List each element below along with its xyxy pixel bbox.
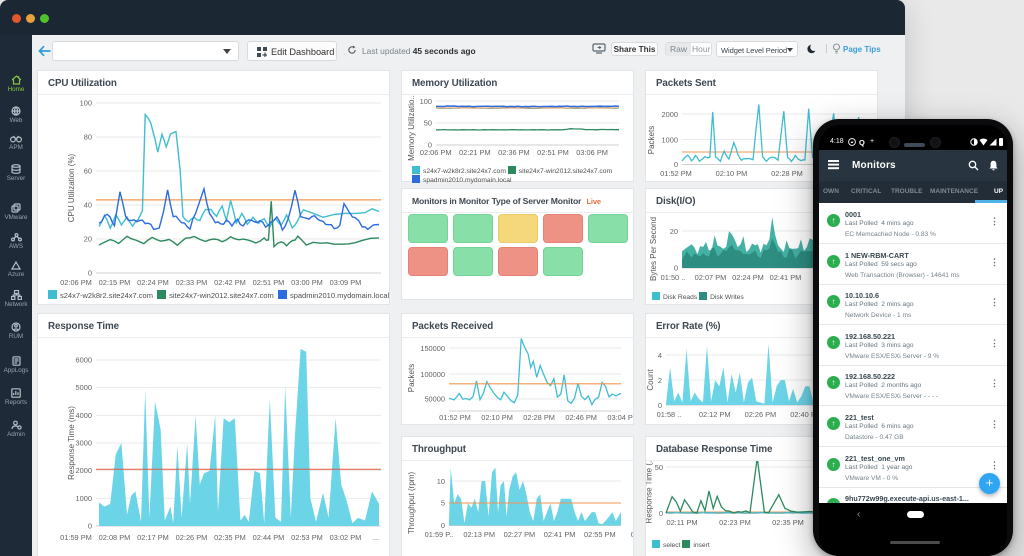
svg-text:02:35 PM: 02:35 PM	[214, 533, 246, 542]
svg-text:2000: 2000	[662, 110, 678, 119]
svg-text:02:53 PM: 02:53 PM	[291, 533, 323, 542]
svg-text:100000: 100000	[420, 370, 445, 379]
svg-text:01:52 PM: 01:52 PM	[660, 169, 692, 178]
svg-text:0: 0	[674, 160, 678, 169]
svg-text:03:04 PM: 03:04 PM	[607, 413, 633, 422]
svg-text:02:33 PM: 02:33 PM	[176, 278, 208, 287]
svg-text:01:58 ..: 01:58 ..	[657, 410, 682, 419]
svg-text:1000: 1000	[76, 494, 92, 503]
svg-text:10: 10	[437, 477, 445, 486]
svg-text:01:50 ..: 01:50 ..	[661, 273, 686, 282]
svg-text:Bytes Per Second: Bytes Per Second	[649, 217, 658, 281]
svg-text:02:26 PM: 02:26 PM	[745, 410, 777, 419]
svg-text:20: 20	[84, 235, 92, 244]
svg-text:02:27 PM: 02:27 PM	[504, 530, 536, 539]
svg-text:02:46 PM: 02:46 PM	[565, 413, 597, 422]
svg-text:0: 0	[441, 521, 445, 530]
svg-text:Response Time (ms): Response Time (ms)	[67, 406, 76, 480]
svg-text:0: 0	[88, 269, 92, 278]
svg-text:6000: 6000	[76, 355, 92, 364]
svg-text:50: 50	[424, 119, 432, 128]
svg-text:Packets: Packets	[647, 126, 656, 154]
svg-text:02:17 PM: 02:17 PM	[137, 533, 169, 542]
svg-text:02:24 PM: 02:24 PM	[732, 273, 764, 282]
svg-text:0: 0	[428, 141, 432, 150]
svg-text:2: 2	[658, 376, 662, 385]
svg-text:0: 0	[659, 509, 663, 518]
svg-text:02:55 PM: 02:55 PM	[584, 530, 616, 539]
svg-text:02:40 PM: 02:40 PM	[790, 410, 822, 419]
svg-text:02:12 PM: 02:12 PM	[699, 410, 731, 419]
svg-text:0: 0	[88, 522, 92, 531]
svg-text:02:06 PM: 02:06 PM	[420, 148, 452, 157]
svg-text:0: 0	[674, 264, 678, 273]
svg-text:...: ...	[373, 533, 379, 542]
svg-text:03:02 PM: 03:02 PM	[330, 533, 362, 542]
svg-text:02:44 PM: 02:44 PM	[253, 533, 285, 542]
svg-text:50000: 50000	[424, 395, 445, 404]
svg-text:40: 40	[84, 201, 92, 210]
svg-text:02:51 PM: 02:51 PM	[537, 148, 569, 157]
svg-text:Packets: Packets	[407, 364, 416, 392]
svg-text:02:36 PM: 02:36 PM	[498, 148, 530, 157]
svg-text:02:21 PM: 02:21 PM	[459, 148, 491, 157]
svg-text:1000: 1000	[662, 136, 678, 145]
svg-text:60: 60	[84, 167, 92, 176]
svg-text:03:00 PM: 03:00 PM	[291, 278, 323, 287]
svg-text:02:15 PM: 02:15 PM	[99, 278, 131, 287]
svg-text:4000: 4000	[76, 411, 92, 420]
svg-text:02:28 PM: 02:28 PM	[523, 413, 555, 422]
svg-text:80: 80	[84, 133, 92, 142]
svg-text:02:42 PM: 02:42 PM	[214, 278, 246, 287]
svg-text:02:35 PM: 02:35 PM	[772, 518, 804, 527]
svg-text:02:13 PM: 02:13 PM	[463, 530, 495, 539]
svg-text:5: 5	[441, 499, 445, 508]
svg-text:100: 100	[80, 99, 92, 108]
svg-text:02:24 PM: 02:24 PM	[137, 278, 169, 287]
svg-text:Count: Count	[646, 369, 655, 391]
svg-text:Response Time (..: Response Time (..	[646, 461, 654, 523]
svg-text:150000: 150000	[420, 344, 445, 353]
svg-text:02:06 PM: 02:06 PM	[60, 278, 92, 287]
svg-text:5000: 5000	[76, 383, 92, 392]
svg-text:02:41 PM: 02:41 PM	[770, 273, 802, 282]
svg-text:02:28 PM: 02:28 PM	[771, 169, 803, 178]
svg-text:100: 100	[420, 97, 432, 106]
svg-text:Throughput (rpm): Throughput (rpm)	[407, 472, 416, 535]
svg-text:4: 4	[658, 351, 662, 360]
svg-text:02:10 PM: 02:10 PM	[716, 169, 748, 178]
svg-text:02:41 PM: 02:41 PM	[544, 530, 576, 539]
svg-text:02:51 PM: 02:51 PM	[253, 278, 285, 287]
svg-text:01:59 P..: 01:59 P..	[425, 530, 454, 539]
svg-text:3000: 3000	[76, 438, 92, 447]
svg-text:01:52 PM: 01:52 PM	[439, 413, 471, 422]
svg-text:2000: 2000	[76, 466, 92, 475]
svg-text:02:07 PM: 02:07 PM	[695, 273, 727, 282]
svg-text:03:09 PM: 03:09 PM	[330, 278, 362, 287]
svg-text:20: 20	[670, 227, 678, 236]
svg-text:02:08 PM: 02:08 PM	[99, 533, 131, 542]
svg-text:02:23 PM: 02:23 PM	[719, 518, 751, 527]
svg-text:0: 0	[658, 401, 662, 410]
svg-text:02:11 PM: 02:11 PM	[666, 518, 697, 527]
svg-text:01:59 PM: 01:59 PM	[60, 533, 92, 542]
svg-text:03:0..: 03:0..	[631, 530, 633, 539]
svg-text:CPU Utilization (%): CPU Utilization (%)	[67, 153, 76, 222]
svg-text:02:26 PM: 02:26 PM	[176, 533, 208, 542]
svg-text:03:06 PM: 03:06 PM	[576, 148, 608, 157]
svg-text:02:10 PM: 02:10 PM	[481, 413, 513, 422]
svg-text:50: 50	[655, 463, 663, 472]
svg-text:Memory Utilizatio..: Memory Utilizatio..	[407, 95, 416, 161]
